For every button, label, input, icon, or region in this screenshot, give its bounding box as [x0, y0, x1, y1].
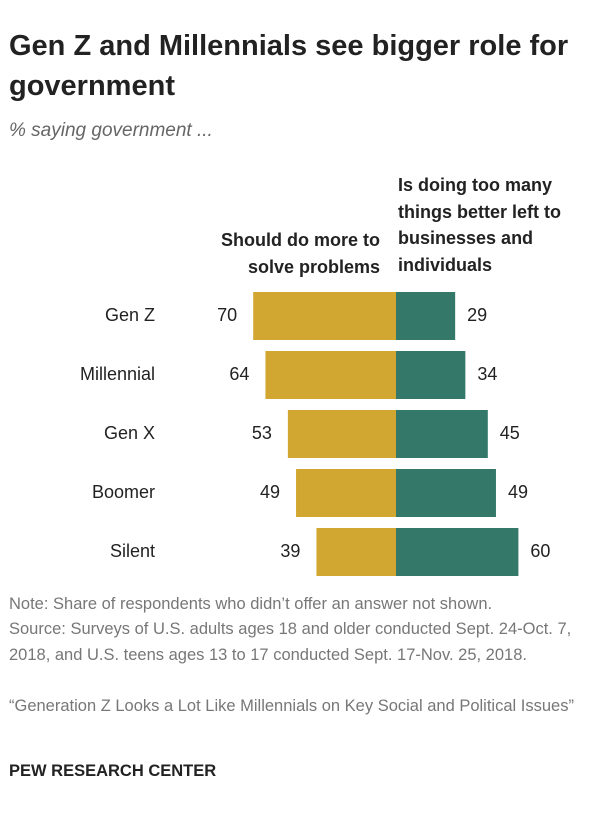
note: Note: Share of respondents who didn’t of… — [9, 595, 493, 613]
bar — [296, 469, 396, 517]
value-label: 60 — [530, 541, 550, 561]
value-label: 53 — [252, 423, 272, 443]
value-label: 49 — [260, 482, 280, 502]
value-label: 64 — [229, 364, 249, 384]
value-label: 29 — [467, 305, 487, 325]
bar — [396, 292, 456, 340]
category-label: Silent — [110, 541, 155, 561]
value-label: 34 — [477, 364, 497, 384]
category-label: Boomer — [92, 482, 155, 502]
bar — [396, 351, 466, 399]
value-label: 39 — [280, 541, 300, 561]
chart-title: Gen Z and Millennials see bigger role fo… — [9, 30, 569, 102]
bar — [287, 410, 396, 458]
note: Source: Surveys of U.S. adults ages 18 a… — [9, 620, 572, 664]
bar — [316, 528, 396, 576]
bar — [396, 528, 519, 576]
bar — [396, 410, 488, 458]
value-label: 70 — [217, 305, 237, 325]
value-label: 49 — [508, 482, 528, 502]
value-label: 45 — [500, 423, 520, 443]
legend-entry: Is doing too many things better left to … — [398, 175, 561, 275]
bar — [265, 351, 396, 399]
note: “Generation Z Looks a Lot Like Millennia… — [9, 697, 574, 715]
category-label: Gen X — [104, 423, 155, 443]
bar — [253, 292, 396, 340]
source-label: PEW RESEARCH CENTER — [9, 762, 217, 780]
category-label: Gen Z — [105, 305, 155, 325]
bar — [396, 469, 496, 517]
legend-entry: Should do more to solve problems — [221, 230, 380, 277]
chart-subtitle: % saying government ... — [9, 120, 213, 141]
category-label: Millennial — [80, 364, 155, 384]
